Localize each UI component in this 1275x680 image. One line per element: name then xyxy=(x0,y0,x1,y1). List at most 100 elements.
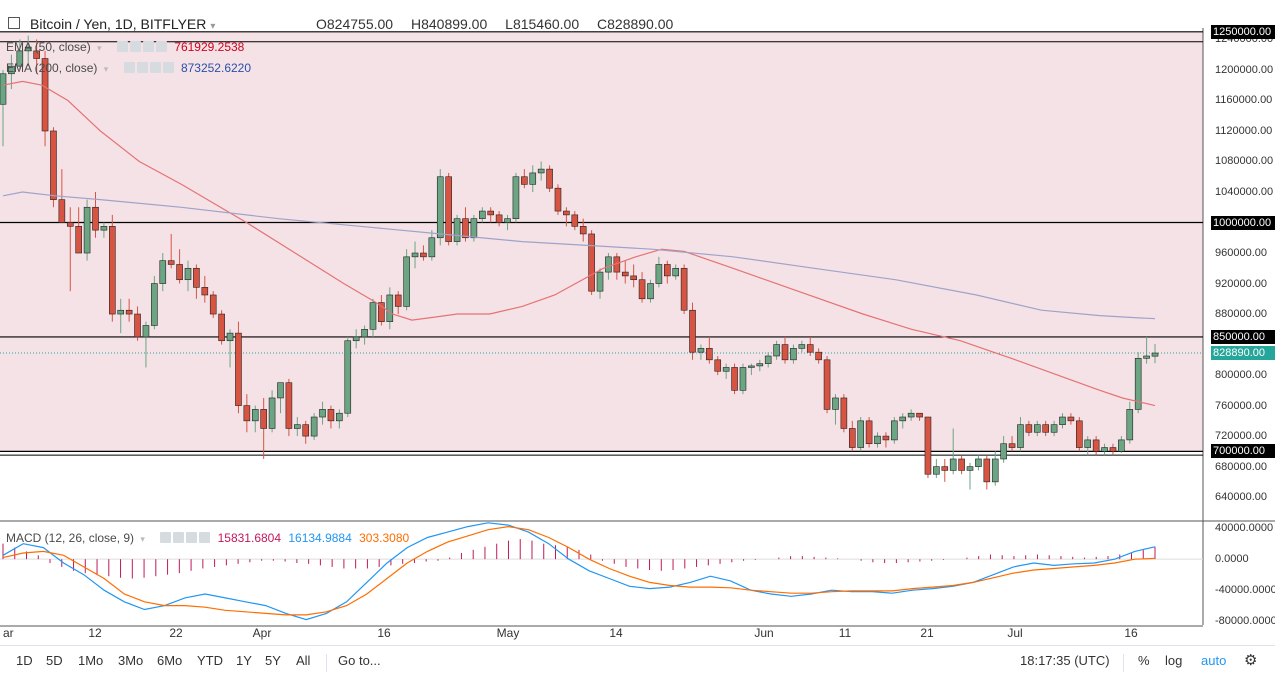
candle-body xyxy=(638,279,646,300)
price-tick-label: 720000.00 xyxy=(1215,430,1267,443)
macd-tick-label: -40000.0000 xyxy=(1215,584,1275,597)
candle-body xyxy=(294,424,301,429)
gear-icon[interactable] xyxy=(136,62,148,73)
candle-body xyxy=(1025,424,1033,433)
candle-body xyxy=(832,397,839,410)
time-tick-label: Apr xyxy=(253,626,272,640)
range-1mo-button[interactable]: 1Mo xyxy=(78,653,104,668)
range-1y-button[interactable]: 1Y xyxy=(236,653,252,668)
chevron-down-icon[interactable]: ▾ xyxy=(140,534,145,544)
collapse-icon[interactable] xyxy=(8,17,20,29)
candle-body xyxy=(907,412,915,418)
candle-body xyxy=(436,176,444,239)
range-6mo-button[interactable]: 6Mo xyxy=(157,653,183,668)
candle-body xyxy=(209,294,217,315)
gear-icon[interactable] xyxy=(129,41,141,52)
price-line-label: 1250000.00 xyxy=(1211,24,1275,39)
eye-icon[interactable] xyxy=(160,532,172,543)
plus-icon[interactable] xyxy=(186,532,198,543)
time-tick-label: 11 xyxy=(839,626,852,640)
chevron-down-icon[interactable]: ▾ xyxy=(210,21,216,32)
symbol-title[interactable]: Bitcoin / Yen, 1D, BITFLYER ▾ xyxy=(30,16,215,32)
close-icon[interactable] xyxy=(199,532,211,543)
candle-body xyxy=(462,218,469,239)
gear-icon[interactable]: ⚙ xyxy=(1244,652,1258,669)
candle-body xyxy=(504,218,511,223)
ema50-legend[interactable]: EMA (50, close) ▾ 761929.2538 xyxy=(6,40,244,54)
range-all-button[interactable]: All xyxy=(296,653,311,668)
log-toggle[interactable]: log xyxy=(1165,653,1183,668)
close-value: C828890.00 xyxy=(597,16,674,32)
candle-body xyxy=(815,351,822,361)
candle-body xyxy=(790,348,797,361)
candle-body xyxy=(235,332,242,406)
gear-icon[interactable] xyxy=(173,532,185,543)
candle-body xyxy=(924,416,932,475)
eye-icon[interactable] xyxy=(123,62,135,73)
eye-icon[interactable] xyxy=(116,41,128,52)
candle-body xyxy=(1126,409,1134,441)
candle-body xyxy=(630,275,637,281)
candle-body xyxy=(394,294,402,307)
candle-body xyxy=(260,409,267,429)
candle-body xyxy=(1008,443,1016,448)
price-line-label: 700000.00 xyxy=(1211,444,1275,459)
time-tick-label: 21 xyxy=(920,626,934,640)
candle-body xyxy=(0,73,7,105)
clock-readout: 18:17:35 (UTC) xyxy=(1020,653,1110,668)
candle-body xyxy=(680,267,688,311)
candle-body xyxy=(773,344,780,357)
ema200-legend[interactable]: EMA (200, close) ▾ 873252.6220 xyxy=(6,61,251,75)
candle-body xyxy=(445,176,452,242)
candle-body xyxy=(1050,424,1058,433)
candle-body xyxy=(285,382,293,429)
range-ytd-button[interactable]: YTD xyxy=(197,653,223,668)
candle-body xyxy=(369,302,377,330)
candle-body xyxy=(66,222,74,227)
candle-body xyxy=(92,206,99,231)
price-tick-label: 960000.00 xyxy=(1215,247,1267,260)
macd-legend[interactable]: MACD (12, 26, close, 9) ▾ 15831.6804 161… xyxy=(6,531,409,545)
time-tick-label: 22 xyxy=(169,626,183,640)
close-icon[interactable] xyxy=(155,41,167,52)
auto-toggle[interactable]: auto xyxy=(1201,653,1227,668)
candle-body xyxy=(134,313,141,338)
range-3mo-button[interactable]: 3Mo xyxy=(118,653,144,668)
range-shading xyxy=(0,31,1203,452)
time-tick-label: 14 xyxy=(609,626,623,640)
range-5d-button[interactable]: 5D xyxy=(46,653,63,668)
chevron-down-icon[interactable]: ▾ xyxy=(97,43,102,53)
range-5y-button[interactable]: 5Y xyxy=(265,653,281,668)
candle-body xyxy=(411,252,419,258)
candle-body xyxy=(697,348,705,353)
percent-toggle[interactable]: % xyxy=(1138,653,1150,668)
candle-body xyxy=(512,176,520,219)
price-tick-label: 680000.00 xyxy=(1215,460,1267,473)
range-1d-button[interactable]: 1D xyxy=(16,653,33,668)
goto-button[interactable]: Go to... xyxy=(338,653,381,668)
candle-body xyxy=(739,367,747,391)
ema200-line xyxy=(2,191,1156,320)
plus-icon[interactable] xyxy=(142,41,154,52)
candle-body xyxy=(125,309,133,315)
candle-body xyxy=(865,420,873,445)
candle-body xyxy=(403,256,410,307)
candle-body xyxy=(706,348,713,361)
candle-body xyxy=(378,302,385,322)
candle-body xyxy=(428,237,436,258)
plus-icon[interactable] xyxy=(149,62,161,73)
price-tick-label: 760000.00 xyxy=(1215,399,1267,412)
candle-body xyxy=(882,435,890,441)
chevron-down-icon[interactable]: ▾ xyxy=(103,64,109,74)
candle-body xyxy=(109,226,116,315)
price-tick-label: 800000.00 xyxy=(1215,369,1267,382)
candle-body xyxy=(1000,443,1007,460)
candle-body xyxy=(983,458,991,483)
candle-body xyxy=(991,458,999,483)
candle-body xyxy=(554,187,562,212)
price-tick-label: 1080000.00 xyxy=(1215,155,1274,168)
candle-body xyxy=(1067,416,1075,422)
candle-body xyxy=(193,267,200,288)
close-icon[interactable] xyxy=(162,62,174,73)
